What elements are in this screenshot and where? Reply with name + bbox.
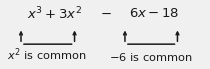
Text: $-$: $-$ [100,7,112,20]
Text: $x^3 + 3x^2$: $x^3 + 3x^2$ [27,6,82,22]
Text: $6x - 18$: $6x - 18$ [129,7,180,20]
Text: $-6$ is common: $-6$ is common [109,51,193,63]
Text: $x^2$ is common: $x^2$ is common [7,47,87,63]
